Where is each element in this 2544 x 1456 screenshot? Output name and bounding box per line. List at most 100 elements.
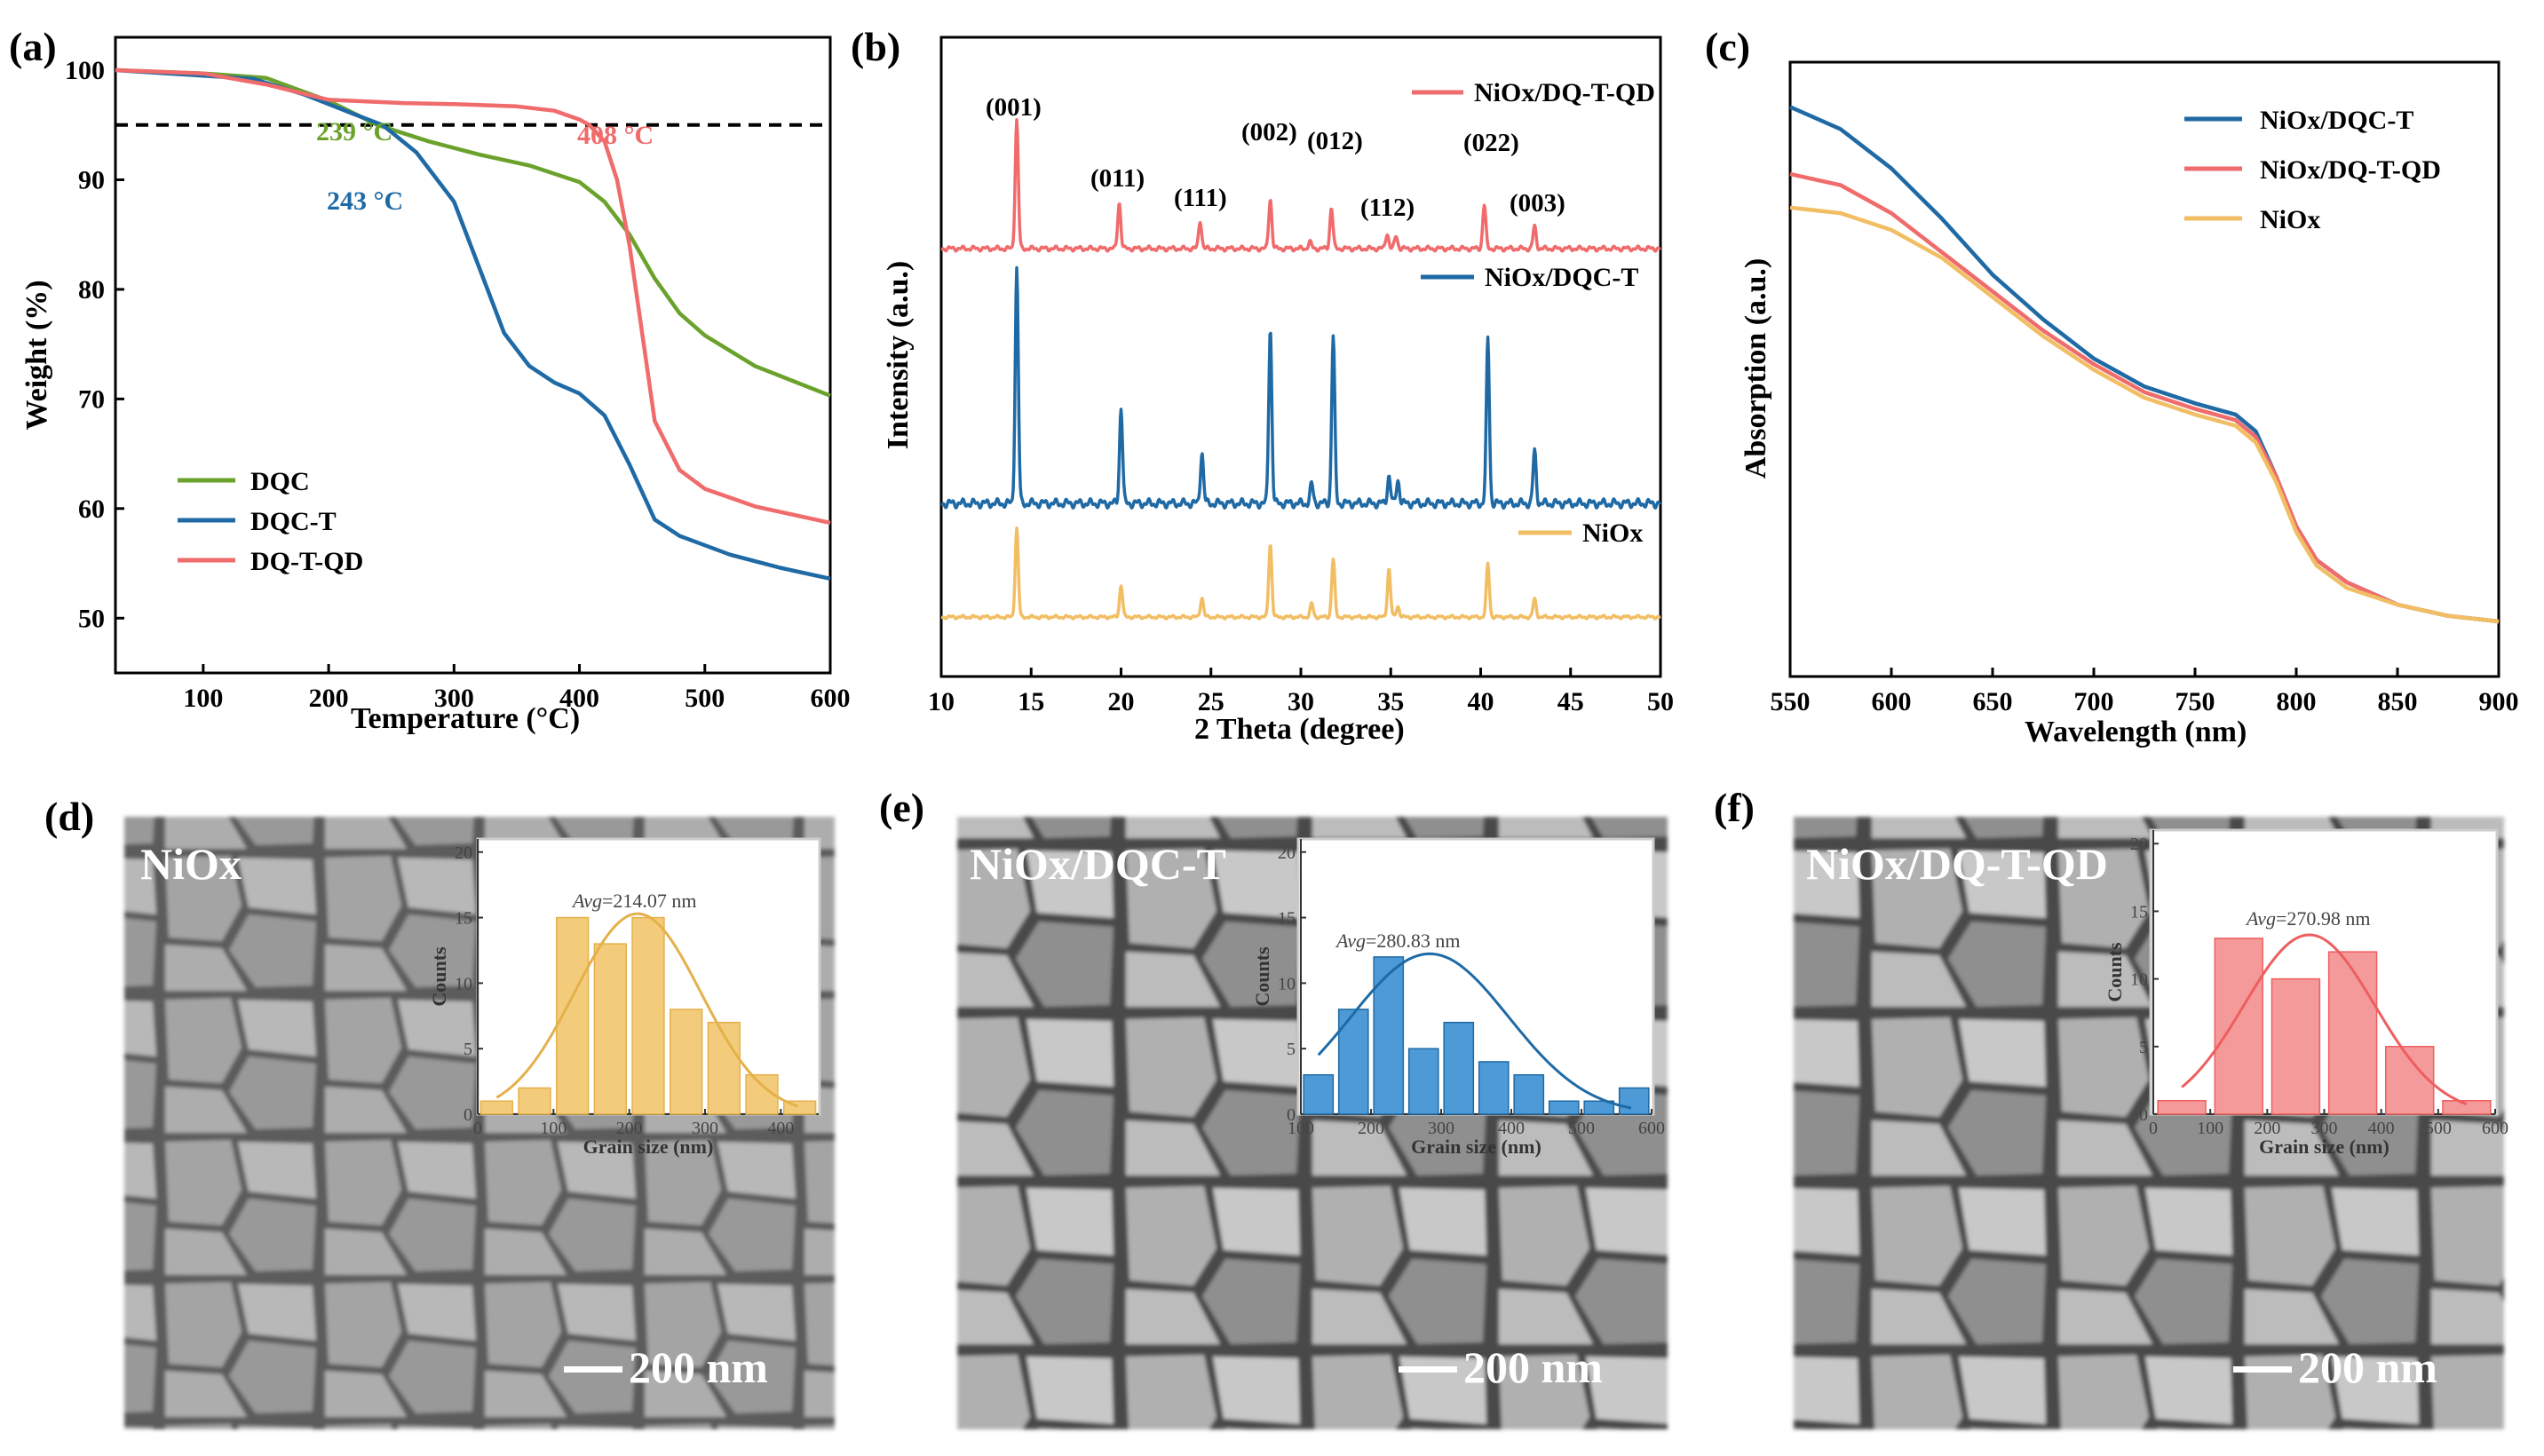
hist-x-label: Grain size (nm) <box>583 1136 714 1158</box>
hist-bar-6 <box>1513 1073 1545 1115</box>
histogram-f-box <box>2149 828 2499 1116</box>
hist-bar-2 <box>1373 956 1405 1115</box>
sample-label-niox-dqc-t: NiOx/DQC-T <box>970 839 1226 889</box>
x-tick-label-20: 20 <box>1108 687 1135 716</box>
panel-b-x-ticks: 10 15 20 25 30 35 40 45 50 <box>928 668 1674 716</box>
panel-b-series <box>940 117 1662 621</box>
x-tick-label-45: 45 <box>1557 687 1584 716</box>
hist-x-tick-label-400: 400 <box>1498 1119 1525 1138</box>
hist-y-tick-label-5: 5 <box>1287 1040 1296 1059</box>
annotation-408: 408 °C <box>577 121 654 150</box>
panel-a-label: (a) <box>9 24 57 69</box>
hist-x-tick-label-400: 400 <box>2368 1119 2395 1138</box>
hist-x-tick-label-600: 600 <box>2482 1119 2508 1138</box>
scale-bar-f <box>2233 1366 2292 1373</box>
peak-label-003: (003) <box>1510 189 1565 218</box>
panel-c-label: (c) <box>1705 24 1750 69</box>
y-tick-label-100: 100 <box>65 56 105 85</box>
x-tick-label-100: 100 <box>183 684 223 713</box>
absorption-line-1 <box>1789 171 2500 624</box>
y-tick-label-80: 80 <box>78 275 105 305</box>
x-tick-label-600: 600 <box>1872 687 1912 716</box>
x-tick-label-15: 15 <box>1018 687 1044 716</box>
series-line-dq-t-qd <box>115 67 831 526</box>
xrd-pattern-0 <box>940 117 1661 253</box>
hist-bar-4 <box>631 916 665 1115</box>
hist-y-tick-label-0: 0 <box>2139 1105 2148 1125</box>
x-tick-label-500: 500 <box>685 684 725 713</box>
absorption-line-2 <box>1789 205 2500 624</box>
panel-c-x-axis-label: Wavelength (nm) <box>2025 716 2247 748</box>
hist-y-tick-label-15: 15 <box>2130 902 2148 922</box>
hist-x-tick-label-0: 0 <box>2149 1119 2158 1138</box>
x-tick-label-800: 800 <box>2277 687 2317 716</box>
hist-average-label: Avg=214.07 nm <box>571 890 697 912</box>
panel-b-y-axis-label: Intensity (a.u.) <box>882 261 915 450</box>
hist-y-label: Counts <box>2104 942 2126 1002</box>
peak-label-002: (002) <box>1241 118 1297 146</box>
hist-x-label: Grain size (nm) <box>2259 1136 2389 1158</box>
panel-c-series <box>1789 105 2500 624</box>
hist-y-tick-label-5: 5 <box>464 1040 472 1059</box>
hist-y-tick-label-10: 10 <box>2130 970 2148 990</box>
panel-a-x-axis-label: Temperature (°C) <box>351 702 580 735</box>
panel-b-legend: NiOx/DQ-T-QD NiOx/DQC-T NiOx <box>1412 78 1655 548</box>
scale-bar-f-label: 200 nm <box>2298 1342 2437 1392</box>
legend-c-niox: NiOx <box>2260 205 2320 234</box>
hist-x-tick-label-300: 300 <box>2311 1119 2338 1138</box>
panel-b-label: (b) <box>851 24 900 69</box>
hist-bar-3 <box>593 943 628 1115</box>
x-tick-label-700: 700 <box>2074 687 2114 716</box>
peak-label-111: (111) <box>1174 184 1227 212</box>
annotation-239: 239 °C <box>316 117 392 146</box>
x-tick-label-300: 300 <box>434 684 474 713</box>
xrd-pattern-2 <box>940 526 1661 621</box>
annotation-243: 243 °C <box>327 186 403 216</box>
hist-fit-curve <box>2181 933 2468 1106</box>
x-tick-label-600: 600 <box>811 684 851 713</box>
hist-x-tick-label-500: 500 <box>1568 1119 1595 1138</box>
y-tick-label-60: 60 <box>78 495 105 524</box>
hist-bar-0 <box>479 1100 514 1115</box>
hist-x-tick-label-0: 0 <box>473 1119 482 1138</box>
hist-x-tick-label-600: 600 <box>1638 1119 1665 1138</box>
peak-label-112: (112) <box>1360 194 1415 222</box>
hist-y-tick-label-15: 15 <box>455 909 472 929</box>
panel-b-peak-labels: (001) (011) (111) (002) (012) (112) (022… <box>986 93 1565 222</box>
panel-a-y-ticks: 50 60 70 80 90 100 <box>65 56 124 633</box>
y-tick-label-90: 90 <box>78 165 105 194</box>
hist-y-tick-label-10: 10 <box>455 974 472 993</box>
scale-bar-d-label: 200 nm <box>629 1342 768 1392</box>
x-tick-label-750: 750 <box>2175 687 2215 716</box>
hist-bar-8 <box>1583 1100 1615 1115</box>
hist-y-label: Counts <box>1251 946 1273 1007</box>
hist-bar-0 <box>2157 1100 2207 1115</box>
panel-b-frame <box>939 36 1662 678</box>
sample-label-niox-dq-t-qd: NiOx/DQ-T-QD <box>1806 839 2108 889</box>
x-tick-label-10: 10 <box>928 687 955 716</box>
hist-y-tick-label-10: 10 <box>1278 974 1296 993</box>
hist-average-label: Avg=270.98 nm <box>2245 907 2371 930</box>
panel-d-label: (d) <box>44 794 94 839</box>
hist-y-tick-label-15: 15 <box>1278 909 1296 929</box>
x-tick-label-550: 550 <box>1771 687 1811 716</box>
legend-dqc-t: DQC-T <box>250 507 337 536</box>
legend-c-dq-t-qd: NiOx/DQ-T-QD <box>2260 155 2441 185</box>
panel-c-x-ticks: 550 600 650 700 750 800 850 900 <box>1771 668 2519 716</box>
panel-c-frame <box>1788 60 2500 678</box>
xrd-pattern-1 <box>940 265 1662 510</box>
hist-bar-3 <box>2327 951 2378 1115</box>
hist-x-tick-label-300: 300 <box>692 1119 718 1138</box>
hist-bar-1 <box>518 1087 551 1115</box>
x-tick-label-400: 400 <box>559 684 599 713</box>
panel-c: (c) 550 600 650 700 750 800 850 900 Wavelength … <box>1705 24 2519 748</box>
hist-y-tick-label-0: 0 <box>1287 1105 1296 1125</box>
hist-bar-4 <box>1443 1021 1475 1115</box>
x-tick-label-650: 650 <box>1973 687 2013 716</box>
legend-b-dqc-t: NiOx/DQC-T <box>1485 263 1638 292</box>
hist-x-tick-label-100: 100 <box>540 1119 567 1138</box>
legend-dqc: DQC <box>250 467 310 496</box>
